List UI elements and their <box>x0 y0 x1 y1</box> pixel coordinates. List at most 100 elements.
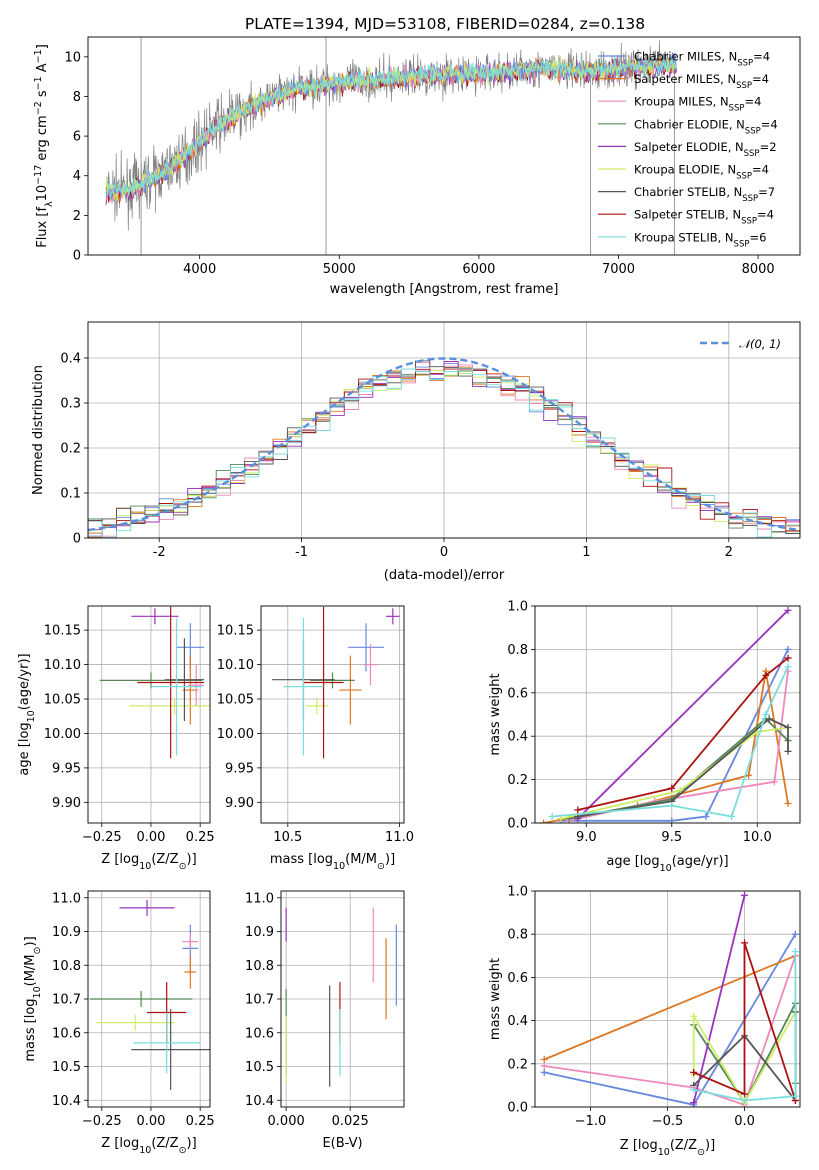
legend-label: 𝒩(0, 1) <box>739 337 781 351</box>
x-tick-label: −1.0 <box>575 1114 607 1129</box>
x-tick-label: 11.0 <box>385 830 414 845</box>
weight-line-kroupa_stelib <box>552 666 789 818</box>
point-salpeter_miles <box>182 655 199 725</box>
point-kroupa_elodie <box>129 697 210 714</box>
x-tick-label: 0.00 <box>136 830 165 845</box>
residuals-frame <box>87 321 801 539</box>
weight-marker <box>791 947 799 955</box>
z_age-frame <box>87 605 211 824</box>
z_age-axes: −0.25 0.00 0.25 9.90 9.95 10.00 10.05 10.10 10.1… <box>44 606 215 845</box>
weight-marker <box>765 715 773 723</box>
point-salpeter_stelib <box>137 606 205 759</box>
y-tick-label: 10.7 <box>52 993 81 1008</box>
x-tick-label: 0.0 <box>734 1114 755 1129</box>
residuals-ylabel: Normed distribution <box>31 365 46 495</box>
model-spectrum-kroupa_stelib <box>105 54 678 200</box>
y-tick-label: 10 <box>64 50 81 65</box>
point-salpeter_stelib <box>303 606 344 759</box>
x-tick-label: 10.5 <box>273 830 302 845</box>
y-tick-label: 0.2 <box>60 442 81 457</box>
y-tick-label: 10.10 <box>44 658 81 673</box>
weight-marker <box>741 891 749 899</box>
y-tick-label: 10.6 <box>52 1026 81 1041</box>
point-chabrier_elodie <box>89 991 193 1007</box>
point-kroupa_stelib <box>133 1012 201 1074</box>
x-tick-label: 0.025 <box>332 1114 369 1129</box>
legend-label: Kroupa ELODIE, NSSP=4 <box>634 163 769 182</box>
weight-marker <box>784 654 792 662</box>
point-salpeter_miles <box>184 955 197 989</box>
weight-marker <box>676 786 684 794</box>
weight-marker <box>540 1062 548 1070</box>
y-tick-label: 0.0 <box>507 1101 528 1116</box>
y-tick-label: 10.9 <box>245 925 274 940</box>
weight-line-salpeter_miles <box>543 954 796 1061</box>
mass_age-axes: 10.5 11.0 9.90 9.95 10.00 10.05 10.10 10.15 <box>217 606 414 845</box>
y-tick-label: 10.5 <box>245 1060 274 1075</box>
y-tick-label: 10.7 <box>245 993 274 1008</box>
x-tick-label: 6000 <box>462 262 495 277</box>
weight-marker <box>791 1092 799 1100</box>
weight-marker <box>540 819 548 823</box>
x-tick-label: 1 <box>582 545 590 560</box>
y-tick-label: 1.0 <box>507 885 528 900</box>
spectrum-legend: Chabrier MILES, NSSP=4 Salpeter MILES, NS… <box>598 50 778 249</box>
weight-marker <box>784 606 792 614</box>
x-tick-label: 0.25 <box>186 1114 215 1129</box>
weight-marker <box>668 817 676 823</box>
y-tick-label: 0.4 <box>60 352 81 367</box>
point-kroupa_elodie <box>95 1014 175 1031</box>
weight-marker <box>784 747 792 755</box>
spectrum-frame <box>87 36 801 256</box>
z_mass-frame <box>87 890 211 1108</box>
y-tick-label: 0 <box>73 532 81 547</box>
weight-marker <box>690 1099 698 1107</box>
legend-label: Chabrier STELIB, NSSP=7 <box>634 185 775 204</box>
y-tick-label: 10.05 <box>44 693 81 708</box>
x-tick-label: 5000 <box>323 262 356 277</box>
age_weight-axes: 9.0 9.5 10.0 0.0 0.2 0.4 0.6 0.8 1.0 <box>507 600 800 845</box>
ebv_mass-axes: 0.000 0.025 10.4 10.5 10.6 10.7 10.8 10.9 11.0 <box>245 891 404 1129</box>
y-tick-label: 10.15 <box>44 624 81 639</box>
weight-marker <box>690 1012 698 1020</box>
weight-marker <box>770 778 778 786</box>
x-tick-label: 9.0 <box>576 830 597 845</box>
weight-marker <box>784 663 792 671</box>
y-tick-label: 9.95 <box>225 761 254 776</box>
point-kroupa_miles <box>363 643 378 686</box>
y-tick-label: 0.0 <box>507 817 528 832</box>
x-tick-label: −0.25 <box>82 1114 122 1129</box>
z_age-xlabel: Z [log10(Z/Z⊙)] <box>101 852 196 872</box>
ebv_mass-points <box>285 907 397 1087</box>
point-chabrier_stelib <box>131 1009 210 1091</box>
z_age-points <box>99 606 210 759</box>
x-tick-label: 0 <box>440 545 448 560</box>
point-salpeter_elodie <box>131 608 179 625</box>
age_weight-xlabel: age [log10(age/yr)] <box>606 854 728 874</box>
legend-label: Chabrier ELODIE, NSSP=4 <box>634 117 778 136</box>
mass_age-points <box>272 606 400 759</box>
weight-marker <box>574 806 582 814</box>
z_weight-ylabel: mass weight <box>488 958 503 1040</box>
x-tick-label: −0.5 <box>652 1114 684 1129</box>
legend-label: Chabrier MILES, NSSP=4 <box>634 50 770 69</box>
weight-marker <box>690 1086 698 1094</box>
age_weight-lines <box>540 606 792 823</box>
point-kroupa_stelib <box>150 617 203 756</box>
mass_age-xlabel: mass [log10(M/M⊙)] <box>270 852 395 872</box>
weight-marker <box>690 1068 698 1076</box>
y-tick-label: 0.6 <box>507 686 528 701</box>
y-tick-label: 10.8 <box>52 959 81 974</box>
y-tick-label: 10.4 <box>52 1094 81 1109</box>
x-tick-label: 4000 <box>183 262 216 277</box>
point-kroupa_stelib <box>283 617 324 756</box>
x-tick-label: 10.0 <box>743 830 772 845</box>
legend-label: Salpeter ELODIE, NSSP=2 <box>634 140 777 159</box>
y-tick-label: 0.4 <box>507 1014 528 1029</box>
z_mass-points <box>89 899 210 1091</box>
residuals-axes: -2 -1 0 1 2 0 0.1 0.2 0.3 0.4 <box>60 322 800 560</box>
point-kroupa_miles <box>188 664 205 706</box>
point-chabrier_elodie <box>99 672 203 689</box>
weight-line-salpeter_stelib <box>693 942 797 1101</box>
y-tick-label: 9.90 <box>225 796 254 811</box>
